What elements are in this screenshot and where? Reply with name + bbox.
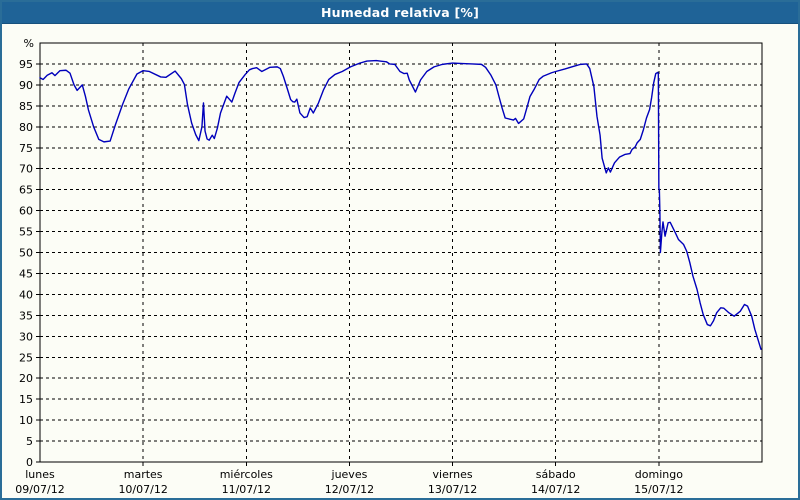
x-day-label: sábado	[536, 468, 576, 481]
y-tick-label: 90	[19, 79, 33, 92]
humidity-line-chart: 0 5 10 15 20 25 30 35 40 45 50 55 60 65 70 75 80 85 90 95% l…	[15, 37, 763, 496]
x-date-label: 10/07/12	[118, 483, 167, 496]
y-tick-label: 20	[19, 372, 33, 385]
y-tick-label: 80	[19, 121, 33, 134]
y-tick-label: 75	[19, 142, 33, 155]
title-bar: Humedad relativa [%]	[2, 2, 798, 24]
x-date-label: 12/07/12	[325, 483, 374, 496]
y-tick-label: 45	[19, 267, 33, 280]
humidity-series-line	[39, 59, 762, 350]
y-tick-label: 55	[19, 226, 33, 239]
x-day-label: domingo	[635, 468, 683, 481]
x-date-label: 11/07/12	[222, 483, 271, 496]
x-day-label: viernes	[433, 468, 473, 481]
y-tick-label: 30	[19, 330, 33, 343]
y-tick-label: 60	[19, 205, 33, 218]
x-day-label: jueves	[331, 468, 368, 481]
x-day-label: lunes	[25, 468, 55, 481]
chart-title: Humedad relativa [%]	[320, 5, 480, 20]
y-tick-label: 5	[26, 435, 33, 448]
x-day-label: martes	[124, 468, 163, 481]
y-tick-label: 95	[19, 58, 33, 71]
y-tick-label: 40	[19, 288, 33, 301]
x-date-label: 15/07/12	[634, 483, 683, 496]
y-axis-unit-label: %	[24, 37, 34, 50]
plot-area: 0 5 10 15 20 25 30 35 40 45 50 55 60 65 70 75 80 85 90 95% l…	[4, 25, 798, 498]
y-tick-label: 25	[19, 351, 33, 364]
x-date-label: 13/07/12	[428, 483, 477, 496]
x-date-label: 14/07/12	[531, 483, 580, 496]
y-tick-label: 65	[19, 184, 33, 197]
y-tick-label: 0	[26, 456, 33, 469]
y-tick-label: 10	[19, 414, 33, 427]
y-tick-label: 35	[19, 309, 33, 322]
x-date-label: 09/07/12	[15, 483, 64, 496]
y-tick-label: 15	[19, 393, 33, 406]
y-tick-label: 70	[19, 163, 33, 176]
y-tick-label: 85	[19, 100, 33, 113]
y-tick-label: 50	[19, 247, 33, 260]
x-day-label: miércoles	[220, 468, 273, 481]
plot-frame	[39, 42, 763, 463]
